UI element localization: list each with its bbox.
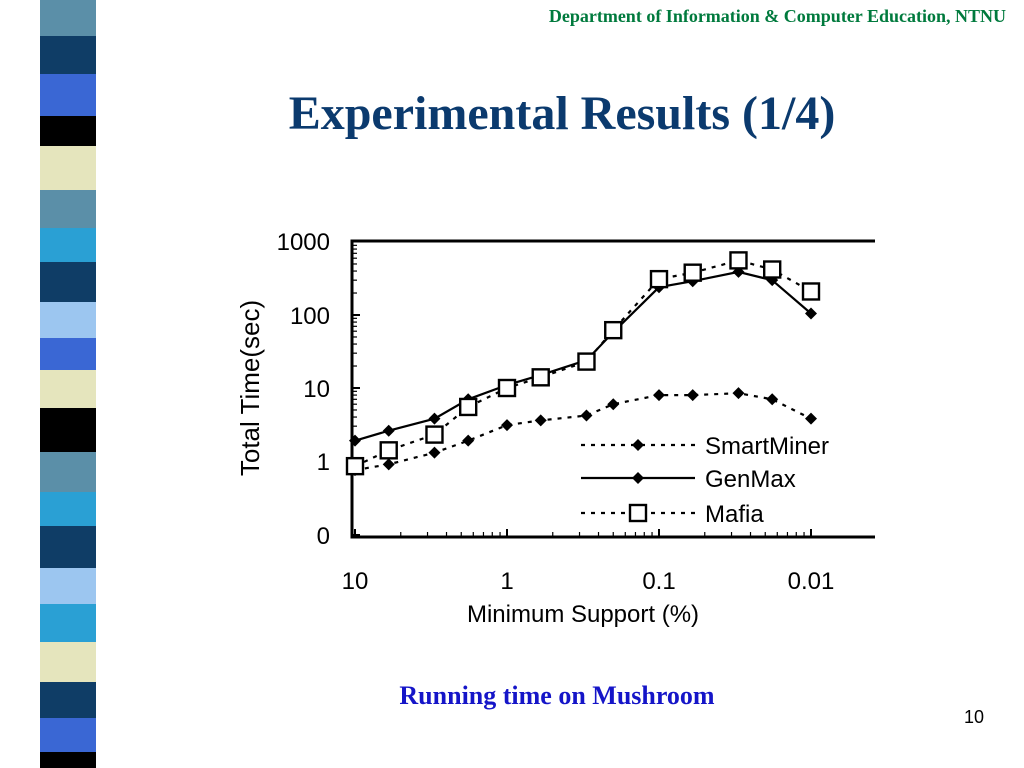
- y-tick-label: 1: [317, 449, 330, 476]
- y-tick-label: 10: [303, 376, 330, 403]
- decorative-stripe: [40, 0, 118, 768]
- y-axis-label: Total Time(sec): [235, 300, 265, 476]
- data-point-genmax: [428, 412, 441, 425]
- data-point-mafia: [683, 263, 702, 282]
- legend-label-mafia: Mafia: [705, 501, 764, 528]
- data-point-mafia: [729, 251, 748, 270]
- data-point-mafia: [379, 441, 398, 460]
- x-axis-label: Minimum Support (%): [467, 601, 699, 628]
- data-point-mafia: [577, 352, 596, 371]
- y-tick-label: 100: [290, 303, 330, 330]
- data-point-smartminer: [805, 412, 817, 425]
- x-tick-label: 0.01: [788, 568, 835, 595]
- data-point-smartminer: [501, 419, 513, 432]
- slide-number: 10: [963, 707, 984, 727]
- department-header: Department of Information & Computer Edu…: [548, 6, 1006, 26]
- y-tick-label: 0: [317, 523, 330, 550]
- legend-marker-mafia: [628, 503, 648, 523]
- legend-label-smartminer: SmartMiner: [705, 433, 829, 460]
- data-point-mafia: [649, 269, 669, 289]
- data-point-genmax: [382, 424, 395, 437]
- x-tick-label: 10: [342, 568, 369, 595]
- data-point-smartminer: [580, 409, 593, 422]
- data-point-smartminer: [428, 446, 441, 459]
- chart-caption: Running time on Mushroom: [399, 681, 715, 710]
- data-point-smartminer: [382, 458, 395, 471]
- data-point-genmax: [349, 434, 361, 447]
- data-point-smartminer: [462, 434, 475, 447]
- legend-marker-genmax: [632, 472, 644, 484]
- data-point-smartminer: [534, 414, 547, 427]
- data-point-mafia: [762, 260, 782, 279]
- data-point-mafia: [425, 425, 444, 444]
- data-point-genmax: [805, 307, 817, 320]
- data-point-smartminer: [607, 398, 620, 411]
- data-point-mafia: [345, 456, 365, 476]
- x-tick-label: 1: [500, 568, 513, 595]
- legend-label-genmax: GenMax: [705, 466, 796, 493]
- data-point-mafia: [801, 282, 821, 301]
- x-tick-label: 0.1: [642, 568, 675, 595]
- data-point-mafia: [497, 378, 517, 398]
- y-tick-label: 1000: [277, 229, 330, 256]
- legend-marker-smartminer: [632, 439, 644, 451]
- data-point-smartminer: [686, 389, 699, 402]
- data-point-mafia: [531, 368, 550, 387]
- data-point-mafia: [604, 320, 623, 340]
- slide-title: Experimental Results (1/4): [288, 87, 836, 140]
- data-point-smartminer: [766, 393, 779, 406]
- data-point-genmax: [766, 274, 779, 287]
- data-point-smartminer: [653, 389, 665, 402]
- data-point-smartminer: [732, 387, 745, 400]
- plot-frame: [350, 239, 875, 539]
- data-point-mafia: [458, 397, 478, 417]
